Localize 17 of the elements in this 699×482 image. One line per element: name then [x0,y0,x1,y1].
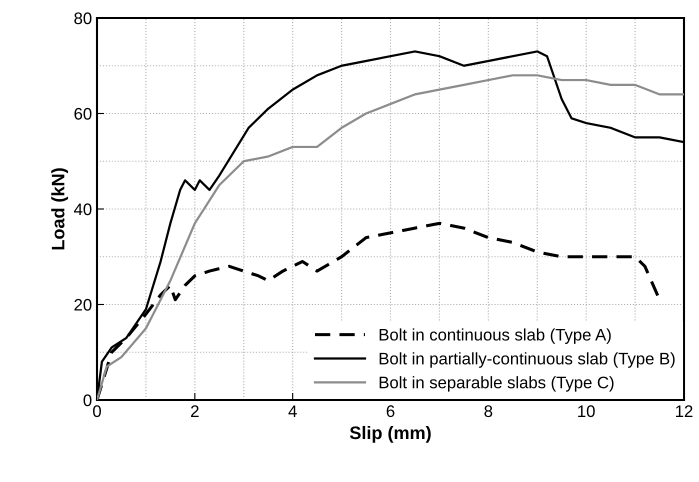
legend-label: Bolt in continuous slab (Type A) [380,328,611,344]
x-tick-label: 12 [676,405,692,417]
y-tick-label: 20 [74,298,92,311]
x-tick-label: 0 [93,405,101,418]
y-axis-title: Load (kN) [51,168,68,250]
y-tick-label: 0 [84,394,92,406]
y-tick-label: 60 [74,108,92,120]
x-tick-label: 10 [578,405,595,418]
legend-label: Bolt in partially-continuous slab (Type B) [380,352,675,368]
x-tick-label: 4 [288,405,297,417]
y-tick-label: 80 [74,12,92,24]
x-axis-title: Slip (mm) [350,426,431,443]
y-tick-label: 40 [74,203,92,216]
x-tick-label: 6 [386,405,394,418]
legend-label: Bolt in separable slabs (Type C) [380,376,614,392]
x-tick-label: 2 [191,405,199,417]
x-tick-label: 8 [484,405,492,418]
